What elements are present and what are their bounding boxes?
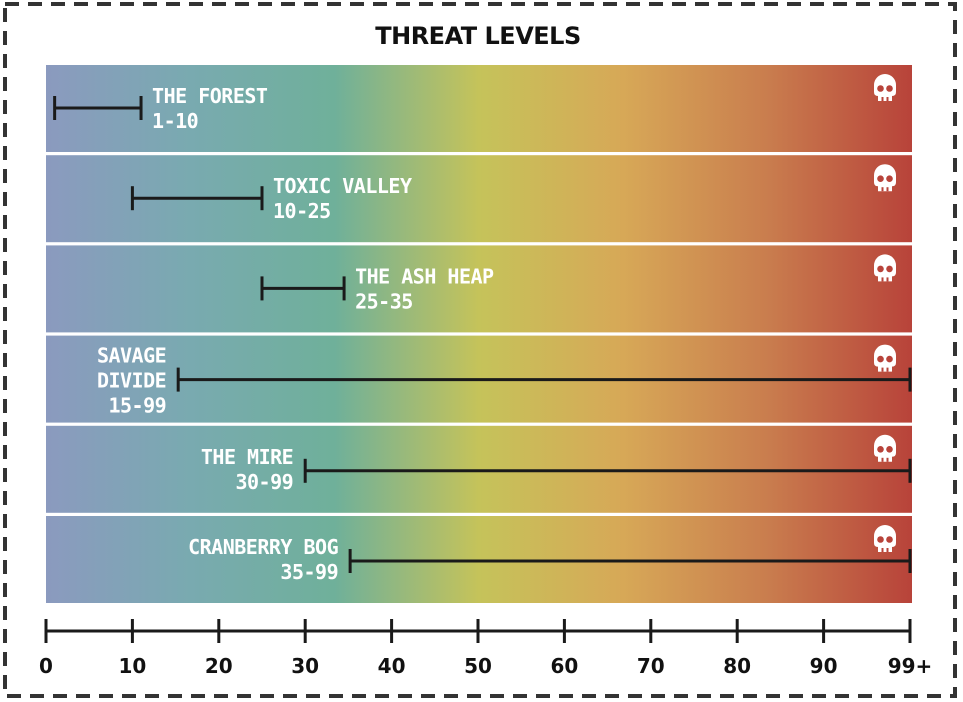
x-tick-label: 40 (378, 654, 406, 678)
region-range-label: 1-10 (152, 109, 198, 133)
range-bar (53, 96, 143, 120)
x-tick-label: 90 (810, 654, 838, 678)
x-tick-label: 30 (291, 654, 319, 678)
range-bar (130, 186, 264, 211)
skull-icon (874, 74, 896, 101)
row-band (46, 65, 912, 152)
x-tick-label: 0 (39, 654, 53, 678)
region-name: TOXIC VALLEY (273, 174, 412, 198)
region-name: DIVIDE (97, 369, 166, 393)
range-bar (260, 276, 346, 301)
x-tick-label: 80 (723, 654, 751, 678)
region-name: CRANBERRY BOG (188, 535, 338, 559)
chart-title: THREAT LEVELS (375, 22, 581, 50)
region-range-label: 35-99 (280, 560, 338, 584)
x-tick-label: 20 (205, 654, 233, 678)
region-range-label: 15-99 (108, 394, 166, 418)
range-bar (176, 367, 912, 392)
range-bar (348, 549, 912, 573)
region-range-label: 30-99 (235, 470, 293, 494)
region-name: SAVAGE (97, 344, 166, 368)
skull-icon (874, 164, 896, 192)
x-tick-label: 99+ (888, 654, 933, 678)
range-bar (303, 458, 912, 483)
dashed-border (3, 2, 957, 698)
row-band (46, 245, 912, 333)
x-tick-label: 60 (550, 654, 578, 678)
x-tick-label: 70 (637, 654, 665, 678)
region-range-label: 10-25 (273, 199, 331, 223)
region-name: THE ASH HEAP (355, 264, 494, 288)
skull-icon (874, 344, 896, 372)
x-tick-label: 10 (118, 654, 146, 678)
region-range-label: 25-35 (355, 289, 413, 313)
region-name: THE FOREST (152, 84, 268, 108)
region-name: THE MIRE (201, 445, 293, 469)
skull-icon (874, 525, 896, 552)
x-tick-label: 50 (464, 654, 492, 678)
skull-icon (874, 254, 896, 282)
skull-icon (874, 434, 896, 462)
